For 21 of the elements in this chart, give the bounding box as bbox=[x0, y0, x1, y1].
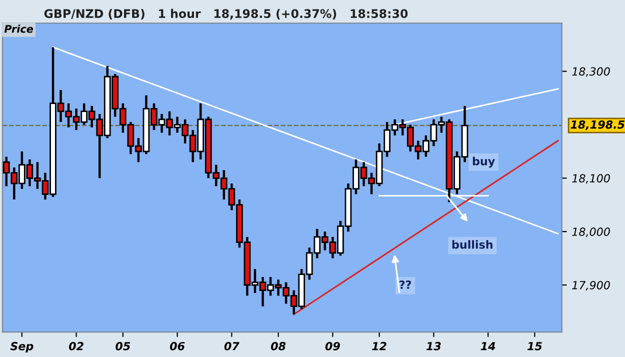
annotation: ?? bbox=[400, 280, 411, 289]
annotation: buy bbox=[472, 156, 495, 168]
x-tick-label: 02 bbox=[68, 342, 84, 350]
x-tick-label: 13 bbox=[426, 342, 441, 350]
x-tick-label: Sep bbox=[10, 342, 34, 352]
y-tick-label: 17,900 bbox=[572, 280, 610, 291]
annotation: bullish bbox=[452, 240, 492, 249]
x-tick-label: 12 bbox=[372, 342, 386, 350]
x-tick-label: 09 bbox=[325, 342, 340, 350]
y-tick-label: 18,300 bbox=[572, 67, 610, 77]
x-tick-label: 05 bbox=[116, 342, 130, 350]
y-tick-label: 18,100 bbox=[572, 174, 610, 184]
y-tick-label: 18,000 bbox=[572, 228, 610, 238]
x-tick-label: 15 bbox=[527, 342, 542, 350]
chart-title: GBP/NZD (DFB) 1 hour 18,198.5 (+0.37%) 18:58:30 bbox=[44, 8, 408, 20]
x-tick-label: 14 bbox=[480, 342, 496, 350]
x-tick-label: 08 bbox=[270, 342, 286, 350]
ref-line-label: 18,198.5 bbox=[570, 120, 624, 130]
x-tick-label: 07 bbox=[224, 342, 240, 350]
y-axis-title: Price bbox=[4, 24, 34, 33]
x-tick-label: 06 bbox=[170, 342, 185, 350]
